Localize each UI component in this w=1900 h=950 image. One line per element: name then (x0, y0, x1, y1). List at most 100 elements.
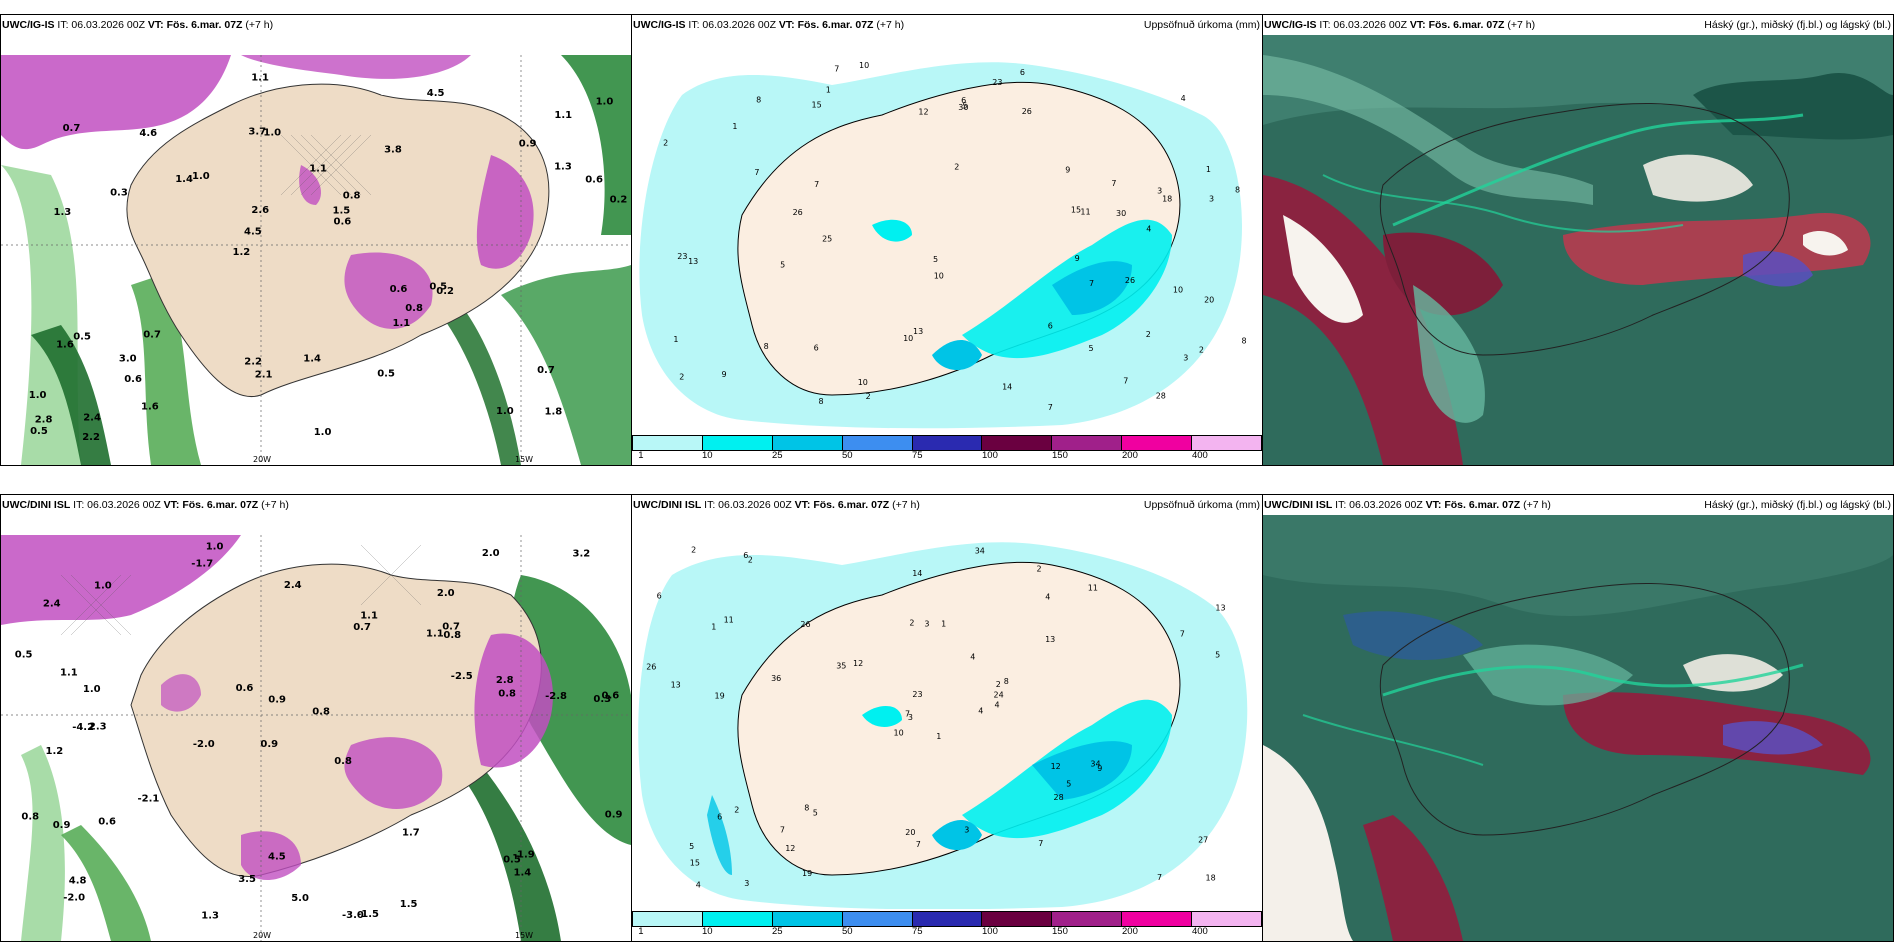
value-label: 1.0 (496, 406, 514, 417)
legend-tick-label: 150 (1052, 450, 1068, 461)
value-label: 26 (800, 620, 810, 629)
value-label: 1.4 (514, 867, 532, 878)
value-label: 2.2 (244, 357, 262, 368)
value-label: 4.5 (427, 88, 445, 99)
model-name: UWC/DINI ISL (633, 499, 702, 511)
lead-time: (+7 h) (876, 19, 905, 31)
valid-time: VT: Fös. 6.mar. 07Z (1409, 19, 1505, 31)
value-label: 8 (1004, 677, 1009, 686)
value-label: 10 (858, 378, 868, 387)
precipitation-labels: 2122213647324211315131823131415101023269… (663, 61, 1246, 412)
value-label: 4.6 (139, 128, 157, 139)
legend-tick-label: 25 (771, 926, 783, 937)
precipitation-map[interactable]: 2 1 2 2 2 1 3 6 4 7 3 2 4 2 1 1 3 15 13 18 23 13 14 15 10 10 23 26 9… (632, 35, 1262, 433)
cloud-map-svg (1263, 515, 1893, 941)
value-label: 3.2 (573, 548, 591, 559)
value-label: 10 (934, 272, 944, 281)
legend-swatch (1192, 912, 1262, 926)
lead-time: (+7 h) (1523, 499, 1551, 511)
value-label: 1.0 (206, 542, 224, 553)
value-label: 10 (859, 61, 869, 70)
cloud-map[interactable] (1263, 35, 1893, 465)
top-temp-panel: UWC/IG-IS IT: 06.03.2026 00Z VT: Fös. 6.… (0, 14, 632, 466)
value-label: 7 (1038, 839, 1043, 848)
precipitation-map-svg: 2122213647324211315131823131415101023269… (632, 35, 1262, 433)
value-label: 30 (958, 103, 968, 112)
value-label: 1.1 (426, 629, 444, 640)
panel-header: UWC/IG-IS IT: 06.03.2026 00Z VT: Fös. 6.… (632, 15, 1262, 35)
grid-label: 15W (515, 455, 533, 464)
value-label: 4.5 (268, 852, 286, 863)
value-label: 2 (1037, 565, 1042, 574)
value-label: 2 (954, 163, 959, 172)
value-label: 15 (812, 101, 822, 110)
legend-swatch (702, 436, 773, 450)
value-label: 0.6 (334, 216, 352, 227)
legend-tick-label: 25 (771, 450, 783, 461)
value-label: 7 (1111, 179, 1116, 188)
value-label: 0.6 (124, 374, 142, 385)
valid-time: VT: Fös. 6.mar. 07Z (778, 19, 874, 31)
legend-swatch (702, 912, 773, 926)
grid-label: 15W (515, 931, 533, 940)
value-label: 0.2 (436, 286, 454, 297)
value-label: 2 (691, 545, 696, 554)
value-label: 1.0 (192, 171, 210, 182)
value-label: 1 (1206, 165, 1211, 174)
legend-swatch (982, 436, 1053, 450)
model-name: UWC/DINI ISL (1264, 499, 1333, 511)
value-label: 2 (996, 680, 1001, 689)
value-label: 0.8 (405, 303, 423, 314)
value-label: 6 (814, 344, 819, 353)
value-label: 36 (771, 674, 781, 683)
value-label: 1.0 (596, 97, 614, 108)
value-label: 1.2 (46, 746, 64, 757)
legend-tick-label: 10 (701, 926, 713, 937)
value-label: 1.8 (545, 407, 563, 418)
value-label: 1.6 (56, 339, 74, 350)
bottom-cloud-panel: UWC/DINI ISL IT: 06.03.2026 00Z VT: Fös.… (1262, 494, 1894, 942)
value-label: 3.8 (384, 145, 402, 156)
valid-time: VT: Fös. 6.mar. 07Z (794, 499, 890, 511)
valid-time: VT: Fös. 6.mar. 07Z (147, 19, 243, 31)
legend-tick-label: 50 (842, 926, 853, 937)
legend-tick-label: 10 (701, 450, 713, 461)
value-label: 0.7 (442, 622, 460, 633)
value-label: 0.9 (519, 139, 537, 150)
value-label: 4 (978, 707, 983, 716)
value-label: 26 (646, 663, 656, 672)
value-label: 7 (1048, 403, 1053, 412)
init-time: IT: 06.03.2026 00Z (57, 19, 145, 31)
value-label: 6 (657, 591, 662, 600)
value-label: 14 (1002, 383, 1012, 392)
value-label: 10 (894, 728, 904, 737)
value-label: 1.1 (360, 611, 378, 622)
value-label: 0.5 (15, 650, 33, 661)
value-label: 0.2 (610, 195, 628, 206)
value-label: 0.8 (498, 689, 516, 700)
legend-swatch (633, 912, 703, 926)
value-label: 7 (780, 825, 785, 834)
value-label: 1.0 (94, 581, 112, 592)
value-label: 12 (1051, 762, 1061, 771)
legend-swatch (912, 912, 983, 926)
value-label: 2 (909, 619, 914, 628)
value-label: 4.8 (69, 875, 87, 886)
value-label: 12 (785, 844, 795, 853)
value-label: 0.9 (605, 810, 623, 821)
cloud-map-svg (1263, 35, 1893, 465)
value-label: -3.0 (342, 910, 364, 921)
value-label: 0.8 (21, 812, 39, 823)
legend-tick-label: 1 (638, 450, 644, 461)
temperature-map[interactable]: 1.0 2.0 0.3 0.9 0.8 2.3 2.4 1.1 1.2 0.7 0.8 -2.0 -1.… (1, 515, 631, 941)
value-label: 13 (913, 327, 923, 336)
temperature-map[interactable]: 1.8 1.3 1.1 1.2 3.8 2.4 3.7 1.1 0.5 1.0 1.0 0.6 1.0 0… (1, 35, 631, 465)
legend-swatch (1052, 436, 1123, 450)
cloud-map[interactable] (1263, 515, 1893, 941)
precipitation-map[interactable]: 1 1 3 5 2 5 2 1 4 4 2 18 19 13 10 13 3 2 4 2 12 15 12 3 8 9 11 14 13… (632, 515, 1262, 909)
value-label: 1.3 (201, 911, 219, 922)
value-label: 23 (912, 690, 922, 699)
value-label: 6 (743, 551, 748, 560)
value-label: 0.7 (353, 622, 371, 633)
value-label: 0.9 (268, 694, 286, 705)
